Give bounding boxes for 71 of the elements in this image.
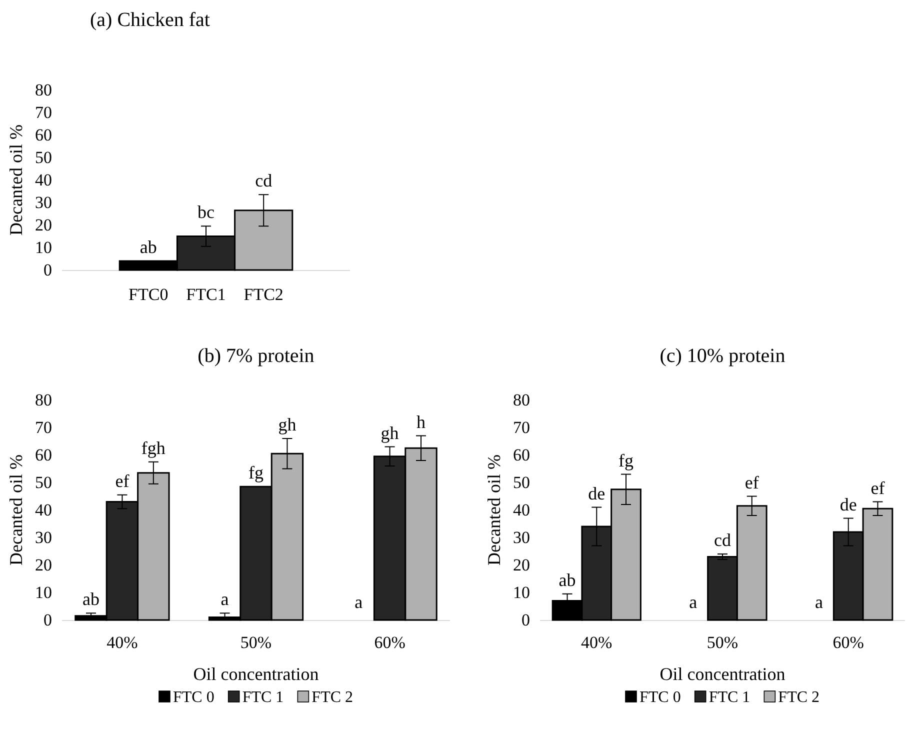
- x-tick-label: 40%: [581, 633, 612, 652]
- y-tick-label: 20: [513, 555, 530, 574]
- y-tick-label: 0: [44, 260, 52, 280]
- annotation: a: [354, 592, 363, 612]
- y-tick-label: 10: [513, 582, 530, 602]
- annotation: fg: [248, 462, 264, 483]
- annotation: gh: [380, 422, 399, 443]
- annotation: ef: [115, 470, 130, 491]
- y-tick-label: 80: [35, 80, 52, 100]
- x-tick-label: 50%: [706, 633, 738, 652]
- x-tick-label: FTC2: [244, 285, 284, 304]
- y-tick-label: 20: [35, 215, 52, 234]
- y-tick-label: 70: [35, 418, 52, 437]
- y-tick-label: 70: [513, 418, 530, 437]
- y-tick-label: 10: [35, 238, 52, 257]
- y-axis-title: Decanted oil %: [6, 124, 26, 236]
- chart-title: (b) 7% protein: [198, 345, 314, 367]
- x-tick-label: 40%: [106, 633, 138, 652]
- x-tick-label: 50%: [240, 633, 272, 652]
- y-tick-label: 20: [35, 555, 52, 574]
- y-tick-label: 10: [35, 582, 52, 602]
- y-axis-title: Decanted oil %: [484, 454, 504, 566]
- y-tick-label: 40: [513, 500, 530, 520]
- y-axis-title: Decanted oil %: [6, 454, 26, 566]
- y-tick-label: 30: [513, 528, 530, 547]
- legend-label: FTC 1: [708, 689, 750, 706]
- legend-label: FTC 1: [242, 689, 284, 706]
- y-tick-label: 0: [44, 610, 52, 630]
- x-axis-title: Oil concentration: [660, 664, 786, 684]
- y-tick-label: 80: [513, 390, 530, 410]
- annotation: a: [220, 589, 229, 610]
- y-tick-label: 50: [35, 472, 52, 492]
- y-tick-label: 30: [35, 528, 52, 547]
- y-tick-label: 40: [35, 500, 52, 520]
- legend-label: FTC 2: [312, 689, 354, 706]
- x-tick-label: FTC0: [128, 285, 168, 304]
- y-tick-label: 80: [35, 390, 52, 410]
- annotation: cd: [714, 530, 731, 550]
- legend-label: FTC 2: [778, 689, 820, 706]
- y-tick-label: 50: [35, 148, 52, 167]
- annotation: bc: [198, 202, 214, 222]
- y-tick-label: 40: [35, 170, 52, 190]
- y-tick-label: 0: [522, 610, 530, 630]
- x-tick-label: 60%: [832, 633, 864, 652]
- annotation: a: [814, 592, 823, 612]
- legend-label: FTC 0: [639, 689, 681, 706]
- annotation: cd: [255, 170, 272, 191]
- y-tick-label: 50: [513, 472, 530, 492]
- y-tick-label: 60: [35, 445, 52, 464]
- x-tick-label: FTC1: [186, 285, 226, 304]
- chart-title: (a) Chicken fat: [90, 9, 210, 31]
- annotation: a: [689, 592, 698, 612]
- annotation: de: [840, 494, 857, 514]
- annotation: ab: [82, 589, 100, 610]
- y-tick-label: 60: [513, 445, 530, 464]
- annotation: ef: [870, 478, 885, 498]
- annotation: ab: [558, 570, 576, 590]
- x-tick-label: 60%: [374, 633, 406, 652]
- y-tick-label: 70: [35, 102, 52, 122]
- annotation: ef: [744, 472, 759, 492]
- x-axis-title: Oil concentration: [193, 664, 319, 684]
- annotation: ab: [140, 237, 157, 257]
- annotation: fgh: [141, 438, 166, 458]
- y-tick-label: 30: [35, 192, 52, 212]
- chart-title: (c) 10% protein: [660, 345, 786, 367]
- annotation: de: [588, 483, 606, 504]
- legend-label: FTC 0: [172, 689, 214, 706]
- annotation: gh: [278, 414, 296, 434]
- annotation: fg: [618, 450, 634, 470]
- annotation: h: [416, 412, 426, 432]
- y-tick-label: 60: [35, 125, 52, 144]
